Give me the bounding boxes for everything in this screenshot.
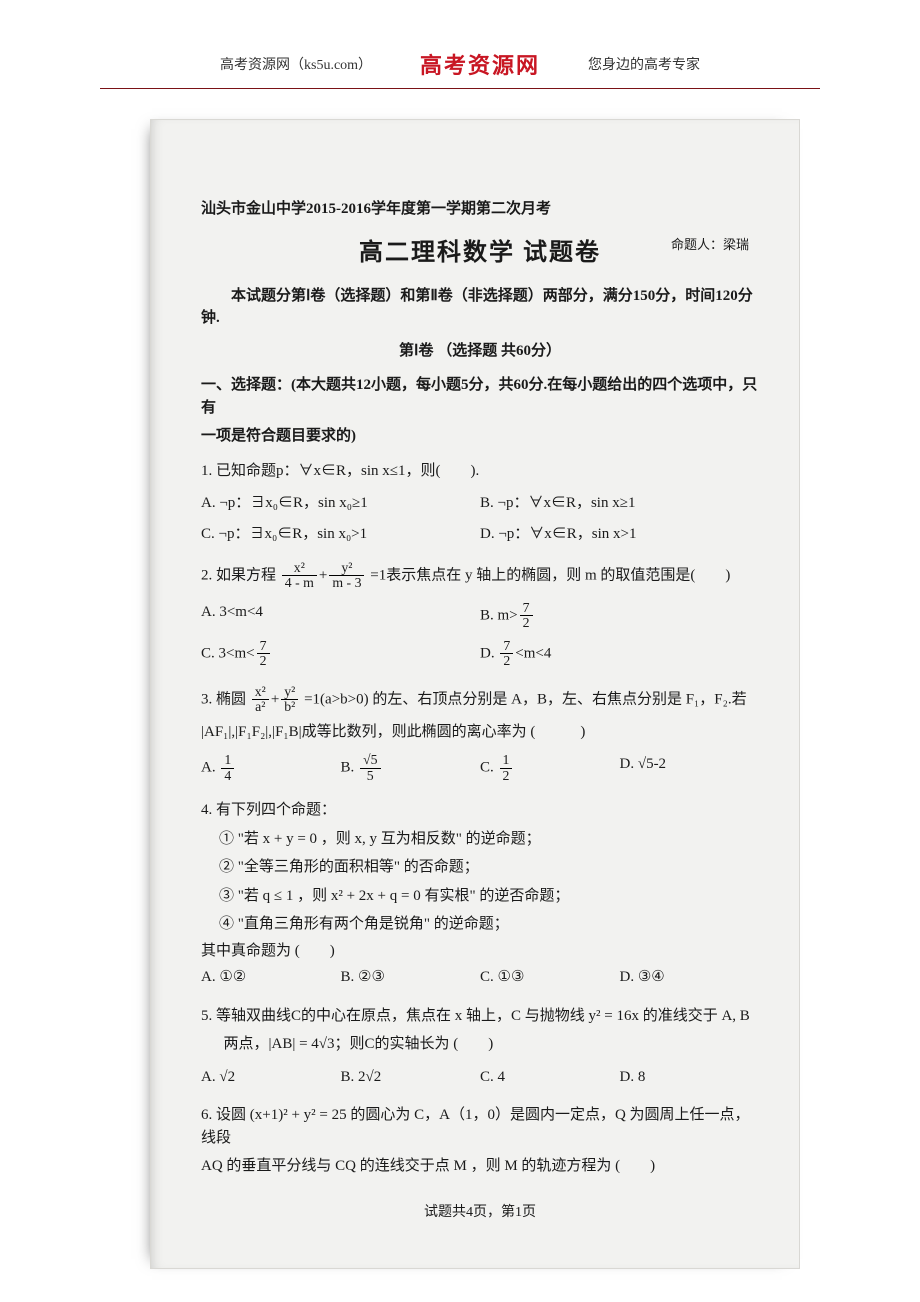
q4-stem: 4. 有下列四个命题： xyxy=(201,799,759,822)
q2-b-frac: 72 xyxy=(520,601,533,631)
q2-stem-post: =1表示焦点在 y 轴上的椭圆，则 m 的取值范围是( ) xyxy=(370,567,730,583)
q2-stem-pre: 2. 如果方程 xyxy=(201,567,276,583)
q2-stem: 2. 如果方程 x²4 - m+y²m - 3 =1表示焦点在 y 轴上的椭圆，… xyxy=(201,561,759,591)
q2-c-pre: C. 3<m< xyxy=(201,645,255,661)
q3-c-pre: C. xyxy=(480,760,498,776)
section1-heading-b: 一项是符合题目要求的) xyxy=(201,425,759,448)
q3-stem-pre: 3. 椭圆 xyxy=(201,691,246,707)
question-4: 4. 有下列四个命题： ① "若 x + y = 0 ，则 x, y 互为相反数… xyxy=(201,799,759,993)
q4-options: A. ①② B. ②③ C. ①③ D. ③④ xyxy=(201,962,759,993)
exam-title: 高二理科数学 试题卷 xyxy=(359,235,601,271)
q2-d-post: <m<4 xyxy=(515,645,551,661)
q5-stem2: 两点，|AB| = 4√3；则C的实轴长为 ( ) xyxy=(201,1033,759,1056)
q1-stem: 1. 已知命题p：∀x∈R，sin x≤1，则( ). xyxy=(201,460,759,483)
q3-b-frac: √55 xyxy=(360,753,380,783)
q2-frac2: y²m - 3 xyxy=(329,561,364,591)
q3-opt-d: D. √5-2 xyxy=(620,749,760,787)
q2-d-frac: 72 xyxy=(500,639,513,669)
q4-tail: 其中真命题为 ( ) xyxy=(201,940,759,963)
exam-instruction: 本试题分第Ⅰ卷（选择题）和第Ⅱ卷（非选择题）两部分，满分150分，时间120分钟… xyxy=(201,285,759,330)
q3-a-frac: 14 xyxy=(221,753,234,783)
question-2: 2. 如果方程 x²4 - m+y²m - 3 =1表示焦点在 y 轴上的椭圆，… xyxy=(201,561,759,673)
q4-opt-c: C. ①③ xyxy=(480,962,620,993)
q2-b-pre: B. m> xyxy=(480,607,518,623)
title-row: 高二理科数学 试题卷 命题人：梁瑞 xyxy=(201,235,759,271)
q3-opt-a: A. 14 xyxy=(201,749,341,787)
q6-stem2: AQ 的垂直平分线与 CQ 的连线交于点 M ，则 M 的轨迹方程为 ( ) xyxy=(201,1155,759,1178)
section1-heading-a: 一、选择题：(本大题共12小题，每小题5分，共60分.在每小题给出的四个选项中，… xyxy=(201,374,759,419)
q5-opt-c: C. 4 xyxy=(480,1062,620,1093)
q3-stem2: |AF₁|,|F₁F₂|,|F₁B|成等比数列，则此椭圆的离心率为 ( ) xyxy=(201,721,759,744)
q1-opt-b: B. ¬p：∀x∈R，sin x≥1 xyxy=(480,488,759,519)
q3-opt-b: B. √55 xyxy=(341,749,481,787)
q2-opt-a: A. 3<m<4 xyxy=(201,597,480,635)
q5-stem: 5. 等轴双曲线C的中心在原点，焦点在 x 轴上，C 与抛物线 y² = 16x… xyxy=(201,1005,759,1028)
q1-opt-a: A. ¬p：∃x₀∈R，sin x₀≥1 xyxy=(201,488,480,519)
q4-sub1: ① "若 x + y = 0 ，则 x, y 互为相反数" 的逆命题； xyxy=(219,828,759,851)
q3-stem-post: =1(a>b>0) 的左、右顶点分别是 A，B，左、右焦点分别是 F₁，F₂.若 xyxy=(304,691,747,707)
q3-frac1: x²a² xyxy=(252,685,269,715)
q3-b-pre: B. xyxy=(341,760,359,776)
page-header: 高考资源网（ks5u.com） 高考资源网 您身边的高考专家 xyxy=(100,0,820,89)
q4-sub3: ③ "若 q ≤ 1 ，则 x² + 2x + q = 0 有实根" 的逆否命题… xyxy=(219,885,759,908)
q4-sub4: ④ "直角三角形有两个角是锐角" 的逆命题； xyxy=(219,913,759,936)
q2-opt-b: B. m>72 xyxy=(480,597,759,635)
page-footer: 试题共4页，第1页 xyxy=(201,1202,759,1223)
question-6: 6. 设圆 (x+1)² + y² = 25 的圆心为 C，A（1，0）是圆内一… xyxy=(201,1104,759,1178)
q3-frac2: y²b² xyxy=(281,685,298,715)
q4-opt-b: B. ②③ xyxy=(341,962,481,993)
header-center-logo: 高考资源网 xyxy=(420,48,540,80)
question-3: 3. 椭圆 x²a²+y²b² =1(a>b>0) 的左、右顶点分别是 A，B，… xyxy=(201,685,759,787)
q1-opt-c: C. ¬p：∃x₀∈R，sin x₀>1 xyxy=(201,519,480,550)
question-1: 1. 已知命题p：∀x∈R，sin x≤1，则( ). A. ¬p：∃x₀∈R，… xyxy=(201,460,759,550)
part1-heading: 第Ⅰ卷 （选择题 共60分） xyxy=(201,340,759,363)
question-5: 5. 等轴双曲线C的中心在原点，焦点在 x 轴上，C 与抛物线 y² = 16x… xyxy=(201,1005,759,1093)
header-right: 您身边的高考专家 xyxy=(588,54,700,74)
q5-opt-d: D. 8 xyxy=(620,1062,760,1093)
q2-opt-d: D. 72<m<4 xyxy=(480,635,759,673)
q4-opt-a: A. ①② xyxy=(201,962,341,993)
q2-opt-c: C. 3<m<72 xyxy=(201,635,480,673)
q5-options: A. √2 B. 2√2 C. 4 D. 8 xyxy=(201,1062,759,1093)
q6-stem: 6. 设圆 (x+1)² + y² = 25 的圆心为 C，A（1，0）是圆内一… xyxy=(201,1104,759,1149)
q4-opt-d: D. ③④ xyxy=(620,962,760,993)
header-left: 高考资源网（ks5u.com） xyxy=(220,54,372,74)
q3-c-frac: 12 xyxy=(500,753,513,783)
q2-d-pre: D. xyxy=(480,645,498,661)
q3-stem: 3. 椭圆 x²a²+y²b² =1(a>b>0) 的左、右顶点分别是 A，B，… xyxy=(201,685,759,715)
q5-opt-a: A. √2 xyxy=(201,1062,341,1093)
q3-options: A. 14 B. √55 C. 12 D. √5-2 xyxy=(201,749,759,787)
exam-author: 命题人：梁瑞 xyxy=(671,235,749,255)
q1-options: A. ¬p：∃x₀∈R，sin x₀≥1 B. ¬p：∀x∈R，sin x≥1 … xyxy=(201,488,759,549)
q3-a-pre: A. xyxy=(201,760,219,776)
q2-c-frac: 72 xyxy=(257,639,270,669)
q4-sub2: ② "全等三角形的面积相等" 的否命题； xyxy=(219,856,759,879)
q2-frac1: x²4 - m xyxy=(282,561,317,591)
exam-page: 汕头市金山中学2015-2016学年度第一学期第二次月考 高二理科数学 试题卷 … xyxy=(150,119,800,1269)
q3-opt-c: C. 12 xyxy=(480,749,620,787)
exam-source: 汕头市金山中学2015-2016学年度第一学期第二次月考 xyxy=(201,198,759,221)
q2-options: A. 3<m<4 B. m>72 C. 3<m<72 D. 72<m<4 xyxy=(201,597,759,673)
q1-opt-d: D. ¬p：∀x∈R，sin x>1 xyxy=(480,519,759,550)
q5-opt-b: B. 2√2 xyxy=(341,1062,481,1093)
